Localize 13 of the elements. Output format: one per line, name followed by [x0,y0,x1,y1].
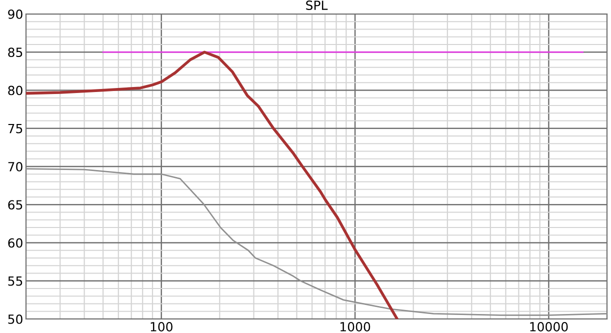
y-tick-label: 70 [8,162,22,172]
y-tick-label: 65 [8,200,22,210]
y-tick-label: 80 [8,86,22,96]
x-tick-label: 100 [150,322,172,332]
x-tick-label: 1000 [340,322,370,332]
chart-title: SPL [306,0,328,10]
x-tick-label: 10000 [530,322,568,332]
y-tick-label: 85 [8,48,22,58]
y-tick-label: 90 [8,9,22,19]
y-tick-label: 75 [8,124,22,134]
y-tick-label: 55 [8,276,22,286]
y-tick-label: 60 [8,238,22,248]
y-tick-label: 50 [8,314,22,324]
